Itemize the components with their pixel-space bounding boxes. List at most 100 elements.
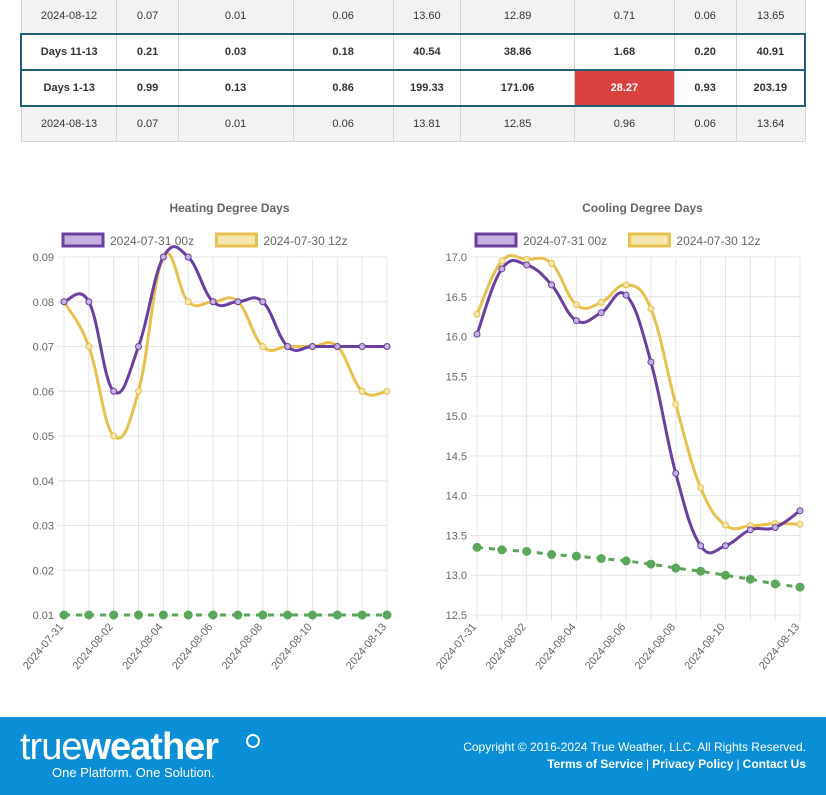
data-point[interactable]: [596, 554, 606, 564]
y-tick-label: 0.03: [33, 521, 54, 533]
data-point[interactable]: [647, 305, 655, 313]
data-point[interactable]: [473, 330, 481, 338]
data-point[interactable]: [135, 387, 143, 395]
data-point[interactable]: [572, 301, 580, 309]
value-cell: 0.96: [574, 105, 675, 142]
y-tick-label: 0.02: [33, 565, 54, 577]
data-point[interactable]: [597, 298, 605, 306]
data-point[interactable]: [109, 610, 119, 620]
legend-label[interactable]: 2024-07-31 00z: [110, 234, 194, 248]
data-point[interactable]: [473, 310, 481, 318]
trueweather-logo[interactable]: trueweather: [20, 726, 219, 768]
y-tick-label: 0.04: [33, 476, 54, 488]
x-tick-label: 2024-08-02: [484, 621, 529, 672]
value-cell: 0.13: [177, 69, 294, 107]
data-point[interactable]: [672, 469, 680, 477]
data-point[interactable]: [672, 400, 680, 408]
data-point[interactable]: [720, 570, 730, 580]
data-point[interactable]: [721, 542, 729, 550]
contact-us-link[interactable]: Contact Us: [742, 757, 806, 771]
data-point[interactable]: [60, 298, 68, 306]
data-point[interactable]: [498, 257, 506, 265]
terms-of-service-link[interactable]: Terms of Service: [547, 757, 644, 771]
data-point[interactable]: [308, 343, 316, 350]
data-point[interactable]: [770, 579, 780, 589]
value-cell: 0.21: [116, 33, 179, 71]
data-point[interactable]: [497, 545, 507, 555]
data-point[interactable]: [85, 343, 93, 350]
data-point[interactable]: [522, 546, 532, 556]
data-point[interactable]: [621, 556, 631, 566]
data-point[interactable]: [184, 253, 192, 261]
data-point[interactable]: [646, 559, 656, 569]
data-point[interactable]: [548, 281, 556, 289]
data-point[interactable]: [548, 259, 556, 267]
legend-swatch[interactable]: [474, 232, 518, 248]
data-point[interactable]: [472, 542, 482, 552]
data-point[interactable]: [59, 610, 69, 620]
data-point[interactable]: [332, 610, 342, 620]
y-tick-label: 14.5: [446, 451, 467, 463]
data-point[interactable]: [383, 387, 391, 395]
data-point[interactable]: [357, 610, 367, 620]
data-point[interactable]: [721, 521, 729, 529]
data-point[interactable]: [233, 610, 243, 620]
y-tick-label: 13.0: [446, 570, 467, 582]
data-point[interactable]: [183, 610, 193, 620]
data-point[interactable]: [307, 610, 317, 620]
data-point[interactable]: [135, 343, 143, 350]
data-point[interactable]: [795, 582, 805, 592]
data-point[interactable]: [696, 566, 706, 576]
data-point[interactable]: [110, 387, 118, 395]
data-point[interactable]: [209, 298, 217, 306]
data-point[interactable]: [259, 298, 267, 306]
value-cell: 0.03: [177, 33, 294, 71]
data-point[interactable]: [796, 507, 804, 515]
legend-label[interactable]: 2024-07-31 00z: [523, 234, 607, 248]
data-point[interactable]: [159, 253, 167, 261]
data-point[interactable]: [283, 610, 293, 620]
value-cell: 0.01: [177, 105, 294, 142]
data-point[interactable]: [284, 343, 292, 350]
privacy-policy-link[interactable]: Privacy Policy: [652, 757, 734, 771]
data-point[interactable]: [622, 281, 630, 289]
data-point[interactable]: [383, 343, 391, 350]
legend-swatch[interactable]: [61, 232, 105, 248]
y-tick-label: 14.0: [446, 491, 467, 503]
data-point[interactable]: [498, 265, 506, 273]
data-point[interactable]: [259, 343, 267, 350]
data-point[interactable]: [333, 343, 341, 350]
legend-label[interactable]: 2024-07-30 12z: [676, 234, 760, 248]
y-tick-label: 12.5: [446, 610, 467, 622]
data-point[interactable]: [547, 550, 557, 560]
legend-swatch[interactable]: [627, 232, 671, 248]
data-point[interactable]: [358, 343, 366, 350]
data-point[interactable]: [745, 574, 755, 584]
data-point[interactable]: [671, 563, 681, 573]
data-point[interactable]: [134, 610, 144, 620]
data-point[interactable]: [234, 298, 242, 306]
x-tick-label: 2024-08-10: [682, 621, 727, 672]
data-point[interactable]: [572, 317, 580, 325]
data-point[interactable]: [697, 484, 705, 492]
data-point[interactable]: [597, 309, 605, 317]
data-point[interactable]: [258, 610, 268, 620]
data-point[interactable]: [622, 291, 630, 299]
data-point[interactable]: [523, 261, 531, 269]
data-point[interactable]: [358, 387, 366, 395]
data-point[interactable]: [84, 610, 94, 620]
data-point[interactable]: [771, 523, 779, 531]
data-point[interactable]: [208, 610, 218, 620]
data-point[interactable]: [184, 298, 192, 306]
data-point[interactable]: [647, 358, 655, 366]
data-point[interactable]: [110, 432, 118, 440]
data-point[interactable]: [85, 298, 93, 306]
data-point[interactable]: [746, 526, 754, 534]
data-point[interactable]: [571, 551, 581, 561]
legend-swatch[interactable]: [214, 232, 258, 248]
data-point[interactable]: [158, 610, 168, 620]
data-point[interactable]: [796, 520, 804, 528]
data-point[interactable]: [697, 542, 705, 550]
legend-label[interactable]: 2024-07-30 12z: [263, 234, 347, 248]
data-point[interactable]: [382, 610, 392, 620]
